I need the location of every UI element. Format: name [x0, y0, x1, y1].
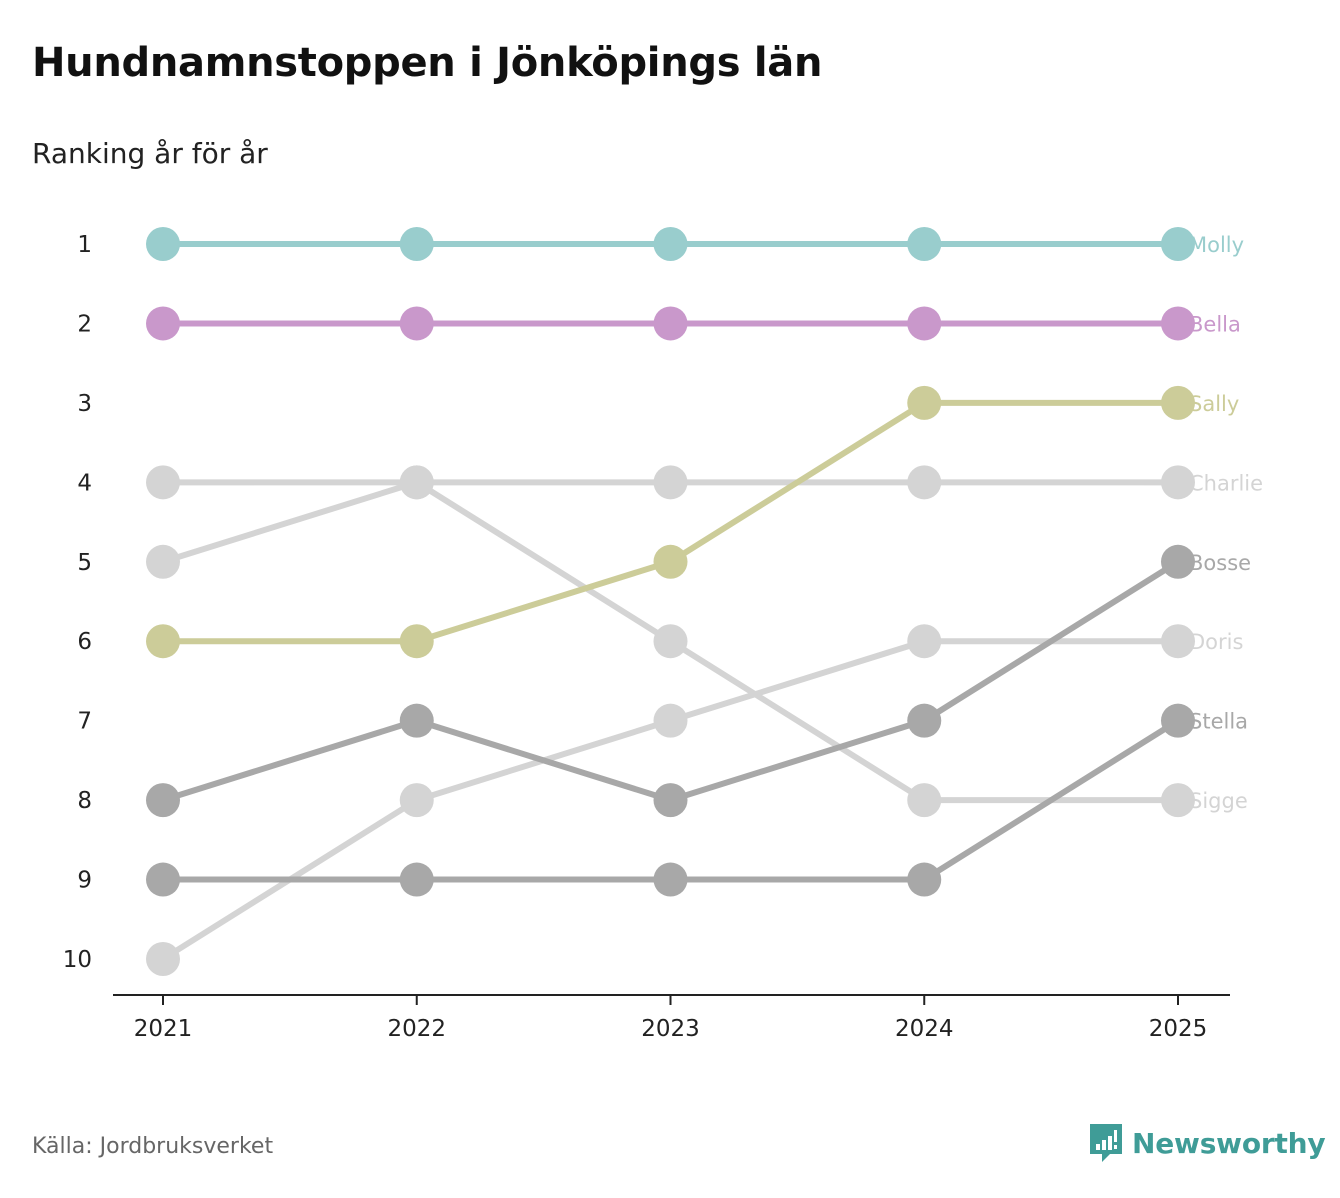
data-point [653, 783, 688, 818]
data-point [399, 783, 434, 818]
x-tick-label: 2021 [134, 1016, 193, 1042]
y-tick-label: 6 [77, 629, 92, 655]
data-point [653, 624, 688, 659]
data-point [653, 862, 688, 897]
series-sigge: Sigge [146, 465, 1248, 818]
series-label: Charlie [1189, 471, 1263, 495]
brand-name: Newsworthy [1132, 1126, 1326, 1160]
data-point [907, 783, 942, 818]
data-point [399, 862, 434, 897]
data-point [399, 306, 434, 341]
series-molly: Molly [146, 227, 1244, 261]
data-point [146, 227, 180, 261]
x-tick-label: 2025 [1149, 1016, 1208, 1042]
y-tick-label: 8 [77, 788, 92, 814]
data-point [1161, 624, 1195, 659]
data-point [399, 227, 434, 261]
series-bosse: Bosse [146, 544, 1251, 818]
data-point [399, 703, 434, 738]
series-bella: Bella [146, 306, 1241, 341]
data-point [1161, 465, 1195, 500]
series-label: Stella [1189, 710, 1248, 734]
y-tick-label: 9 [77, 868, 92, 894]
source-note: Källa: Jordbruksverket [32, 1134, 274, 1159]
series-charlie: Charlie [146, 465, 1263, 500]
data-point [146, 306, 180, 341]
data-point [907, 465, 942, 500]
data-point [653, 465, 688, 500]
series-label: Sally [1189, 392, 1239, 416]
y-tick-label: 2 [77, 311, 92, 337]
series-stella: Stella [146, 703, 1248, 897]
y-tick-label: 3 [77, 391, 92, 417]
series-label: Bella [1189, 312, 1241, 336]
series-doris: Doris [146, 624, 1243, 976]
newsworthy-logo-icon [1090, 1124, 1122, 1162]
data-point [1161, 227, 1195, 261]
data-point [653, 227, 688, 261]
data-point [907, 385, 942, 420]
data-point [653, 544, 688, 579]
data-point [146, 544, 180, 579]
series-label: Molly [1189, 233, 1244, 257]
y-tick-label: 5 [77, 550, 92, 576]
data-point [1161, 544, 1195, 579]
chart-title: Hundnamnstoppen i Jönköpings län [32, 40, 823, 86]
x-tick-label: 2022 [387, 1016, 446, 1042]
series-line [160, 399, 1181, 645]
y-tick-label: 7 [77, 709, 92, 735]
data-point [146, 783, 180, 818]
x-tick-label: 2023 [641, 1016, 700, 1042]
data-point [399, 465, 434, 500]
data-point [1161, 783, 1195, 818]
data-point [146, 862, 180, 897]
data-point [907, 862, 942, 897]
data-point [907, 306, 942, 341]
x-tick-label: 2024 [895, 1016, 954, 1042]
series-line [160, 558, 1181, 804]
y-tick-label: 1 [77, 232, 92, 258]
data-point [907, 703, 942, 738]
series-sally: Sally [146, 385, 1239, 659]
series-label: Bosse [1189, 551, 1251, 575]
data-point [146, 942, 180, 976]
data-point [653, 306, 688, 341]
y-tick-label: 4 [77, 470, 92, 496]
series-label: Doris [1189, 630, 1243, 654]
chart-subtitle: Ranking år för år [32, 137, 268, 170]
series-label: Sigge [1189, 789, 1248, 813]
data-point [1161, 306, 1195, 341]
data-point [1161, 703, 1195, 738]
brand[interactable]: Newsworthy [1088, 1122, 1326, 1164]
data-point [1161, 385, 1195, 420]
data-point [146, 624, 180, 659]
data-point [146, 465, 180, 500]
data-point [399, 624, 434, 659]
y-tick-label: 10 [63, 947, 92, 973]
data-point [653, 703, 688, 738]
data-point [907, 227, 942, 261]
data-point [907, 624, 942, 659]
